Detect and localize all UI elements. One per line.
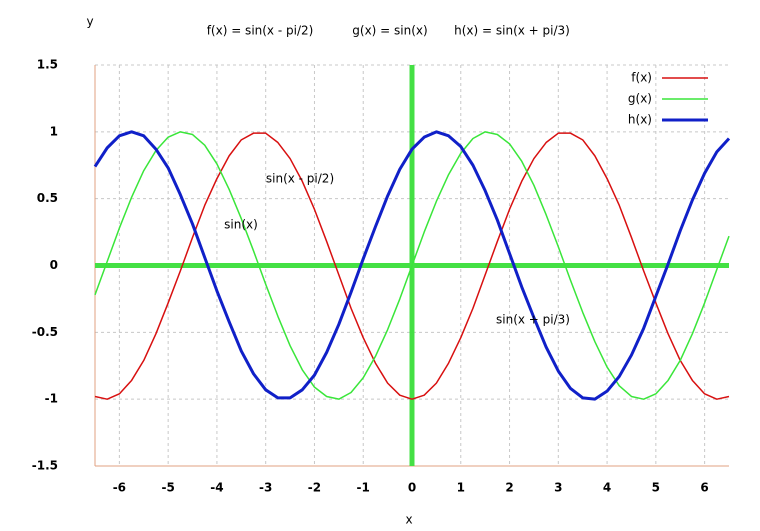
x-tick-label: 4 — [603, 481, 611, 495]
x-tick-label: 0 — [408, 481, 416, 495]
annotation: sin(x + pi/3) — [496, 313, 570, 327]
y-tick-label: 1.5 — [37, 58, 58, 72]
x-tick-label: -3 — [259, 481, 272, 495]
x-tick-label: -6 — [113, 481, 126, 495]
x-tick-label: -1 — [357, 481, 370, 495]
y-tick-label: -1.5 — [32, 459, 58, 473]
y-tick-label: -0.5 — [32, 325, 58, 339]
y-tick-label: 0 — [50, 258, 58, 272]
chart-title: g(x) = sin(x) — [352, 24, 427, 38]
y-tick-label: 1 — [50, 124, 58, 138]
x-tick-label: -5 — [161, 481, 174, 495]
x-tick-label: 1 — [457, 481, 465, 495]
x-tick-label: 2 — [505, 481, 513, 495]
y-tick-label: 0.5 — [37, 191, 58, 205]
x-tick-label: -2 — [308, 481, 321, 495]
x-tick-label: 5 — [652, 481, 660, 495]
x-tick-label: -4 — [210, 481, 223, 495]
legend-label: f(x) — [631, 71, 652, 85]
series-line — [93, 130, 731, 401]
chart-title: h(x) = sin(x + pi/3) — [454, 24, 570, 38]
legend-label: h(x) — [628, 113, 652, 127]
annotation: sin(x) — [224, 218, 258, 232]
series-line — [94, 131, 730, 400]
series-line — [94, 132, 730, 400]
annotation: sin(x - pi/2) — [266, 172, 334, 186]
legend-label: g(x) — [628, 92, 652, 106]
chart-title: f(x) = sin(x - pi/2) — [207, 24, 314, 38]
y-tick-label: -1 — [45, 392, 58, 406]
x-axis-label: x — [405, 513, 412, 527]
x-tick-label: 3 — [554, 481, 562, 495]
x-tick-label: 6 — [700, 481, 708, 495]
y-axis-label: y — [86, 15, 93, 29]
